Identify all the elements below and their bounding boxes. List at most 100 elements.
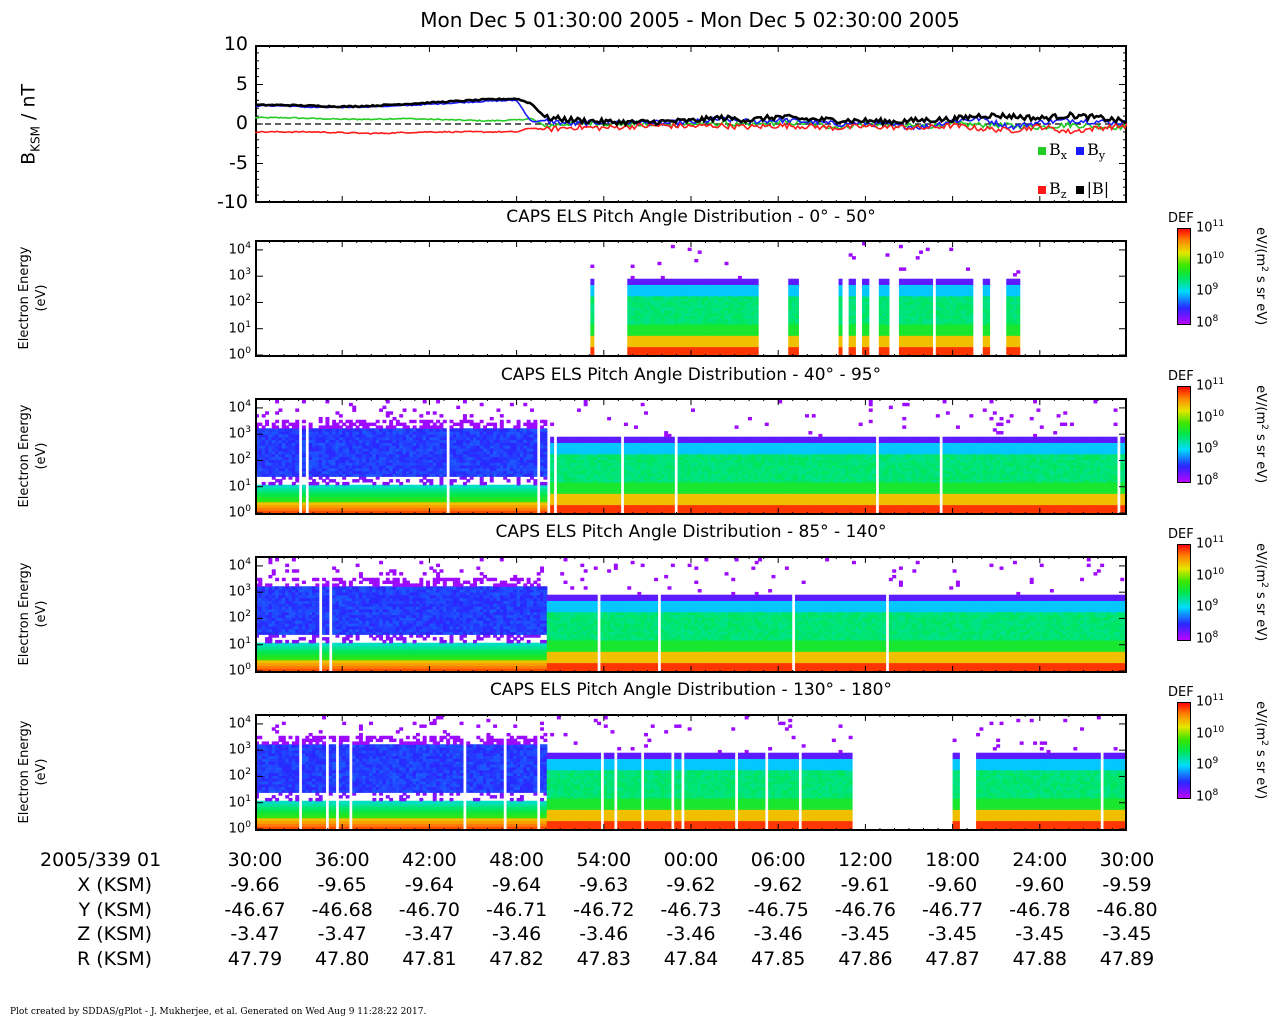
colorbar-label: DEF: [1168, 369, 1194, 384]
energy-tick: 100: [195, 820, 251, 836]
ephemeris-row-label: Z (KSM): [62, 923, 152, 945]
colorbar-label: DEF: [1168, 211, 1194, 226]
colorbar-tick: 1010: [1196, 725, 1224, 741]
ephemeris-value: -9.62: [733, 874, 823, 896]
ephemeris-value: -3.45: [820, 923, 910, 945]
time-tick-label: 06:00: [733, 849, 823, 871]
colorbar-tick: 109: [1196, 440, 1218, 456]
ephemeris-value: -3.46: [733, 923, 823, 945]
ephemeris-value: -3.47: [210, 923, 300, 945]
spectrogram-plot: [255, 714, 1127, 831]
ephemeris-value: -46.71: [472, 899, 562, 921]
bx-swatch: [1038, 146, 1046, 155]
colorbar-tick: 108: [1196, 472, 1218, 488]
ephemeris-value: 47.81: [384, 948, 474, 970]
bx-label: B: [1049, 140, 1061, 159]
ephemeris-value: -9.60: [908, 874, 998, 896]
mag-legend: Bx By Bz |B|: [1038, 133, 1128, 211]
colorbar-tick: 1011: [1196, 693, 1224, 709]
energy-ylabel-line2: (eV): [33, 223, 50, 373]
ephemeris-value: -9.65: [297, 874, 387, 896]
ephemeris-value: -46.73: [646, 899, 736, 921]
footer-credit: Plot created by SDDAS/gPlot - J. Mukherj…: [10, 1007, 426, 1017]
time-tick-label: 24:00: [995, 849, 1085, 871]
time-tick-label: 30:00: [210, 849, 300, 871]
ephemeris-value: -46.78: [995, 899, 1085, 921]
ephemeris-value: -46.75: [733, 899, 823, 921]
colorbar-tick: 108: [1196, 314, 1218, 330]
ephemeris-value: -9.60: [995, 874, 1085, 896]
spectrogram-cells: [255, 716, 1127, 830]
energy-tick: 102: [195, 767, 251, 783]
panel-title: CAPS ELS Pitch Angle Distribution - 85° …: [255, 522, 1127, 542]
energy-tick: 102: [195, 293, 251, 309]
ephemeris-value: 47.85: [733, 948, 823, 970]
ephemeris-value: -9.64: [384, 874, 474, 896]
ephemeris-value: -46.72: [559, 899, 649, 921]
energy-ylabel-line2: (eV): [33, 539, 50, 689]
bz-swatch: [1038, 185, 1046, 194]
panel-title: CAPS ELS Pitch Angle Distribution - 0° -…: [255, 207, 1127, 227]
colorbar-tick: 109: [1196, 756, 1218, 772]
energy-tick: 104: [195, 715, 251, 731]
bmag-swatch: [1075, 185, 1084, 194]
colorbar-tick: 109: [1196, 282, 1218, 298]
time-tick-label: 48:00: [472, 849, 562, 871]
colorbar-unit: eV/(m2 s sr eV): [1253, 211, 1269, 341]
ephemeris-value: -3.46: [559, 923, 649, 945]
ephemeris-value: -3.46: [646, 923, 736, 945]
time-row-label: 2005/339 01: [40, 849, 161, 871]
time-tick-label: 18:00: [908, 849, 998, 871]
colorbar: [1177, 228, 1191, 325]
series-bx: [255, 116, 1127, 131]
mag-ytick: -10: [190, 191, 248, 213]
colorbar-tick: 1011: [1196, 535, 1224, 551]
colorbar-tick: 108: [1196, 788, 1218, 804]
colorbar: [1177, 544, 1191, 641]
ephemeris-value: -9.59: [1082, 874, 1172, 896]
ephemeris-value: -46.76: [820, 899, 910, 921]
energy-tick: 101: [195, 636, 251, 652]
energy-ylabel-line1: Electron Energy: [16, 223, 33, 373]
ephemeris-value: 47.82: [472, 948, 562, 970]
energy-tick: 102: [195, 451, 251, 467]
spectrogram-cells: [255, 558, 1127, 672]
time-tick-label: 36:00: [297, 849, 387, 871]
ephemeris-row-label: X (KSM): [62, 874, 152, 896]
energy-ylabel-line1: Electron Energy: [16, 697, 33, 847]
colorbar: [1177, 386, 1191, 483]
ephemeris-value: -3.45: [908, 923, 998, 945]
ephemeris-value: -9.63: [559, 874, 649, 896]
ephemeris-value: -9.66: [210, 874, 300, 896]
ephemeris-value: 47.79: [210, 948, 300, 970]
time-tick-label: 12:00: [820, 849, 910, 871]
by-label: B: [1087, 140, 1099, 159]
mag-ytick: 10: [190, 33, 248, 55]
series-bz: [255, 121, 1127, 135]
colorbar-tick: 1011: [1196, 219, 1224, 235]
energy-tick: 100: [195, 504, 251, 520]
ephemeris-value: -3.45: [1082, 923, 1172, 945]
mag-ylabel: BKSM / nT: [18, 54, 43, 194]
colorbar-tick: 1010: [1196, 409, 1224, 425]
ephemeris-value: 47.87: [908, 948, 998, 970]
spectrogram-plot: [255, 556, 1127, 673]
ephemeris-value: -3.45: [995, 923, 1085, 945]
time-tick-label: 30:00: [1082, 849, 1172, 871]
colorbar-label: DEF: [1168, 685, 1194, 700]
mag-plot: [255, 45, 1127, 203]
energy-tick: 100: [195, 346, 251, 362]
energy-ylabel: Electron Energy (eV): [16, 223, 50, 373]
mag-ytick: 5: [190, 73, 248, 95]
ephemeris-value: -46.80: [1082, 899, 1172, 921]
energy-tick: 104: [195, 399, 251, 415]
colorbar-unit: eV/(m2 s sr eV): [1253, 685, 1269, 815]
ephemeris-value: -9.64: [472, 874, 562, 896]
colorbar-tick: 1011: [1196, 377, 1224, 393]
colorbar: [1177, 702, 1191, 799]
series-bmag: [255, 97, 1127, 128]
energy-tick: 101: [195, 478, 251, 494]
spectrogram-cells: [255, 400, 1127, 514]
spectrogram-cells: [590, 242, 1021, 356]
energy-ylabel: Electron Energy (eV): [16, 381, 50, 531]
